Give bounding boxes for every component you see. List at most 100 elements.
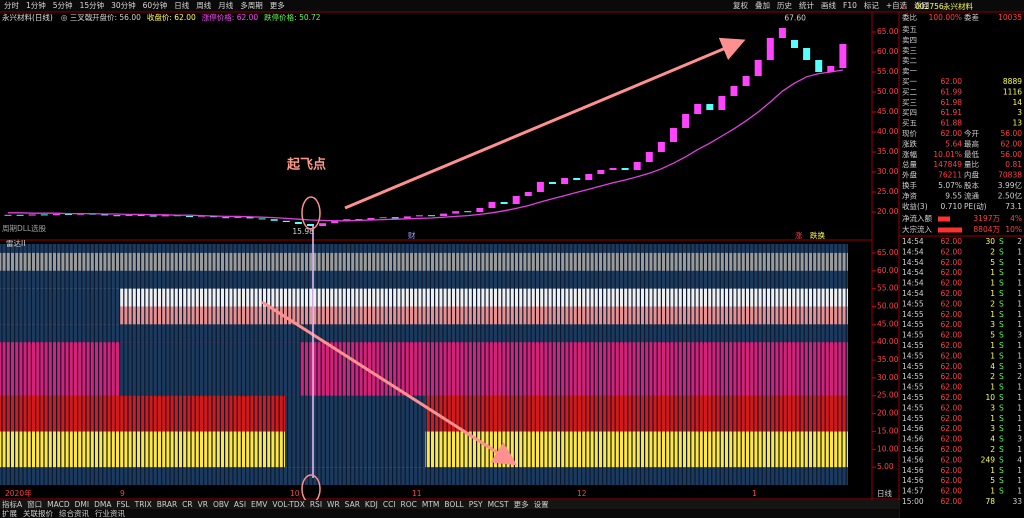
indicator-tab[interactable]: RSI <box>310 500 322 509</box>
tick-count: 1 <box>1017 351 1022 360</box>
candle <box>149 215 157 217</box>
indicator-tab[interactable]: KDJ <box>365 500 378 509</box>
indicator-tab[interactable]: ASI <box>234 500 246 509</box>
bid-price: 62.00 <box>941 77 963 86</box>
tick-time: 14:55 <box>902 351 924 360</box>
tick-time: 14:55 <box>902 310 924 319</box>
indicator-tab[interactable]: BOLL <box>444 500 464 509</box>
indicator-tab[interactable]: BRAR <box>157 500 177 509</box>
bottom-tab[interactable]: 扩展 <box>2 508 17 518</box>
tick-price: 62.00 <box>941 497 963 506</box>
menu-item[interactable]: 多周期 <box>240 0 263 10</box>
tool-item[interactable]: 叠加 <box>755 0 770 10</box>
tool-item[interactable]: +自选 <box>886 0 908 10</box>
tick-side: S <box>999 476 1004 485</box>
candle <box>682 114 690 128</box>
tick-price: 62.00 <box>941 289 963 298</box>
y-tick-label: 55.00 <box>877 67 899 76</box>
indicator-tab[interactable]: CCI <box>383 500 396 509</box>
indicator-tab[interactable]: PSY <box>469 500 483 509</box>
tick-count: 1 <box>1017 393 1022 402</box>
indicator-tab[interactable]: DMI <box>75 500 89 509</box>
tick-volume: 1 <box>990 268 995 277</box>
tool-item[interactable]: 返回 <box>914 1 929 10</box>
menu-item[interactable]: 更多 <box>270 0 285 10</box>
stat-value: 5.64 <box>945 139 962 148</box>
indicator-tab[interactable]: CR <box>182 500 192 509</box>
tool-item[interactable]: 历史 <box>777 0 792 10</box>
value: 100.00% <box>929 13 962 22</box>
tick-time: 14:56 <box>902 445 924 454</box>
tick-time: 14:55 <box>902 393 924 402</box>
indicator-tab[interactable]: FSL <box>116 500 130 509</box>
indicator-tab[interactable]: 指标A <box>2 499 23 509</box>
tick-side: S <box>999 372 1004 381</box>
stat-value: 62.00 <box>941 129 963 138</box>
bid-label: 买三 <box>902 98 917 107</box>
bid-volume: 14 <box>1012 98 1022 107</box>
tick-price: 62.00 <box>941 310 963 319</box>
indicator-tab[interactable]: 设置 <box>534 499 549 509</box>
tick-price: 62.00 <box>941 279 963 288</box>
menu-item[interactable]: 分时 <box>4 0 19 10</box>
indicator-tab[interactable]: SAR <box>345 500 360 509</box>
tool-item[interactable]: 标记 <box>864 0 879 10</box>
indicator-tab[interactable]: VOL-TDX <box>272 500 304 509</box>
price-info: 涨停价格: 62.00 <box>202 12 259 22</box>
tick-volume: 1 <box>990 279 995 288</box>
tool-item[interactable]: F10 <box>843 1 857 10</box>
tick-price: 62.00 <box>941 237 963 246</box>
tick-volume: 1 <box>990 289 995 298</box>
price-info: 跌停价格: 50.72 <box>264 12 321 22</box>
bottom-tab[interactable]: 行业资讯 <box>95 508 125 518</box>
indicator-tab[interactable]: MACD <box>47 500 70 509</box>
tick-volume: 1 <box>990 341 995 350</box>
indicator-tab[interactable]: OBV <box>213 500 230 509</box>
tool-item[interactable]: 复权 <box>733 0 748 10</box>
tick-time: 14:55 <box>902 299 924 308</box>
y-tick-label: 55.00 <box>877 284 899 293</box>
menu-item[interactable]: 60分钟 <box>143 0 168 10</box>
indicator-tab[interactable]: WR <box>327 500 340 509</box>
tick-side: S <box>999 393 1004 402</box>
menu-item[interactable]: 周线 <box>196 0 211 10</box>
stock-code: 002756 <box>915 2 944 11</box>
menu-item[interactable]: 15分钟 <box>80 0 105 10</box>
indicator-tab[interactable]: 窗口 <box>27 499 42 509</box>
tool-item[interactable]: 统计 <box>799 0 814 10</box>
tick-count: 1 <box>1017 403 1022 412</box>
bid-volume: 3 <box>1017 108 1022 117</box>
candle <box>766 38 774 60</box>
candle <box>633 162 641 170</box>
menu-item[interactable]: 30分钟 <box>111 0 136 10</box>
indicator-tab[interactable]: EMV <box>251 500 268 509</box>
tick-count: 1 <box>1017 414 1022 423</box>
candle <box>754 60 762 76</box>
arrow <box>344 37 746 210</box>
stock-name: 永兴材料 <box>943 1 973 11</box>
indicator-tab[interactable]: MCST <box>488 500 509 509</box>
indicator-tab[interactable]: VR <box>198 500 208 509</box>
tick-volume: 249 <box>981 455 996 464</box>
tick-side: S <box>999 299 1004 308</box>
indicator-tab[interactable]: ROC <box>401 500 417 509</box>
candle <box>561 178 569 184</box>
menu-item[interactable]: 月线 <box>218 0 233 10</box>
bottom-tab[interactable]: 综合资讯 <box>59 508 89 518</box>
indicator-tab[interactable]: 更多 <box>514 499 529 509</box>
indicator-tab[interactable]: MTM <box>422 500 440 509</box>
tick-volume: 2 <box>990 445 995 454</box>
menu-item[interactable]: 5分钟 <box>53 0 73 10</box>
stat-value: 76211 <box>938 171 962 180</box>
bottom-tab[interactable]: 关联报价 <box>23 508 53 518</box>
indicator-tab[interactable]: DMA <box>94 500 112 509</box>
menu-item[interactable]: 日线 <box>174 0 189 10</box>
candle <box>186 216 193 217</box>
tick-volume: 2 <box>990 247 995 256</box>
tick-volume: 5 <box>990 258 995 267</box>
tool-item[interactable]: 画线 <box>821 0 836 10</box>
tick-time: 14:55 <box>902 403 924 412</box>
menu-item[interactable]: 1分钟 <box>26 0 46 10</box>
indicator-tab[interactable]: TRIX <box>134 500 152 509</box>
candle <box>609 168 617 170</box>
